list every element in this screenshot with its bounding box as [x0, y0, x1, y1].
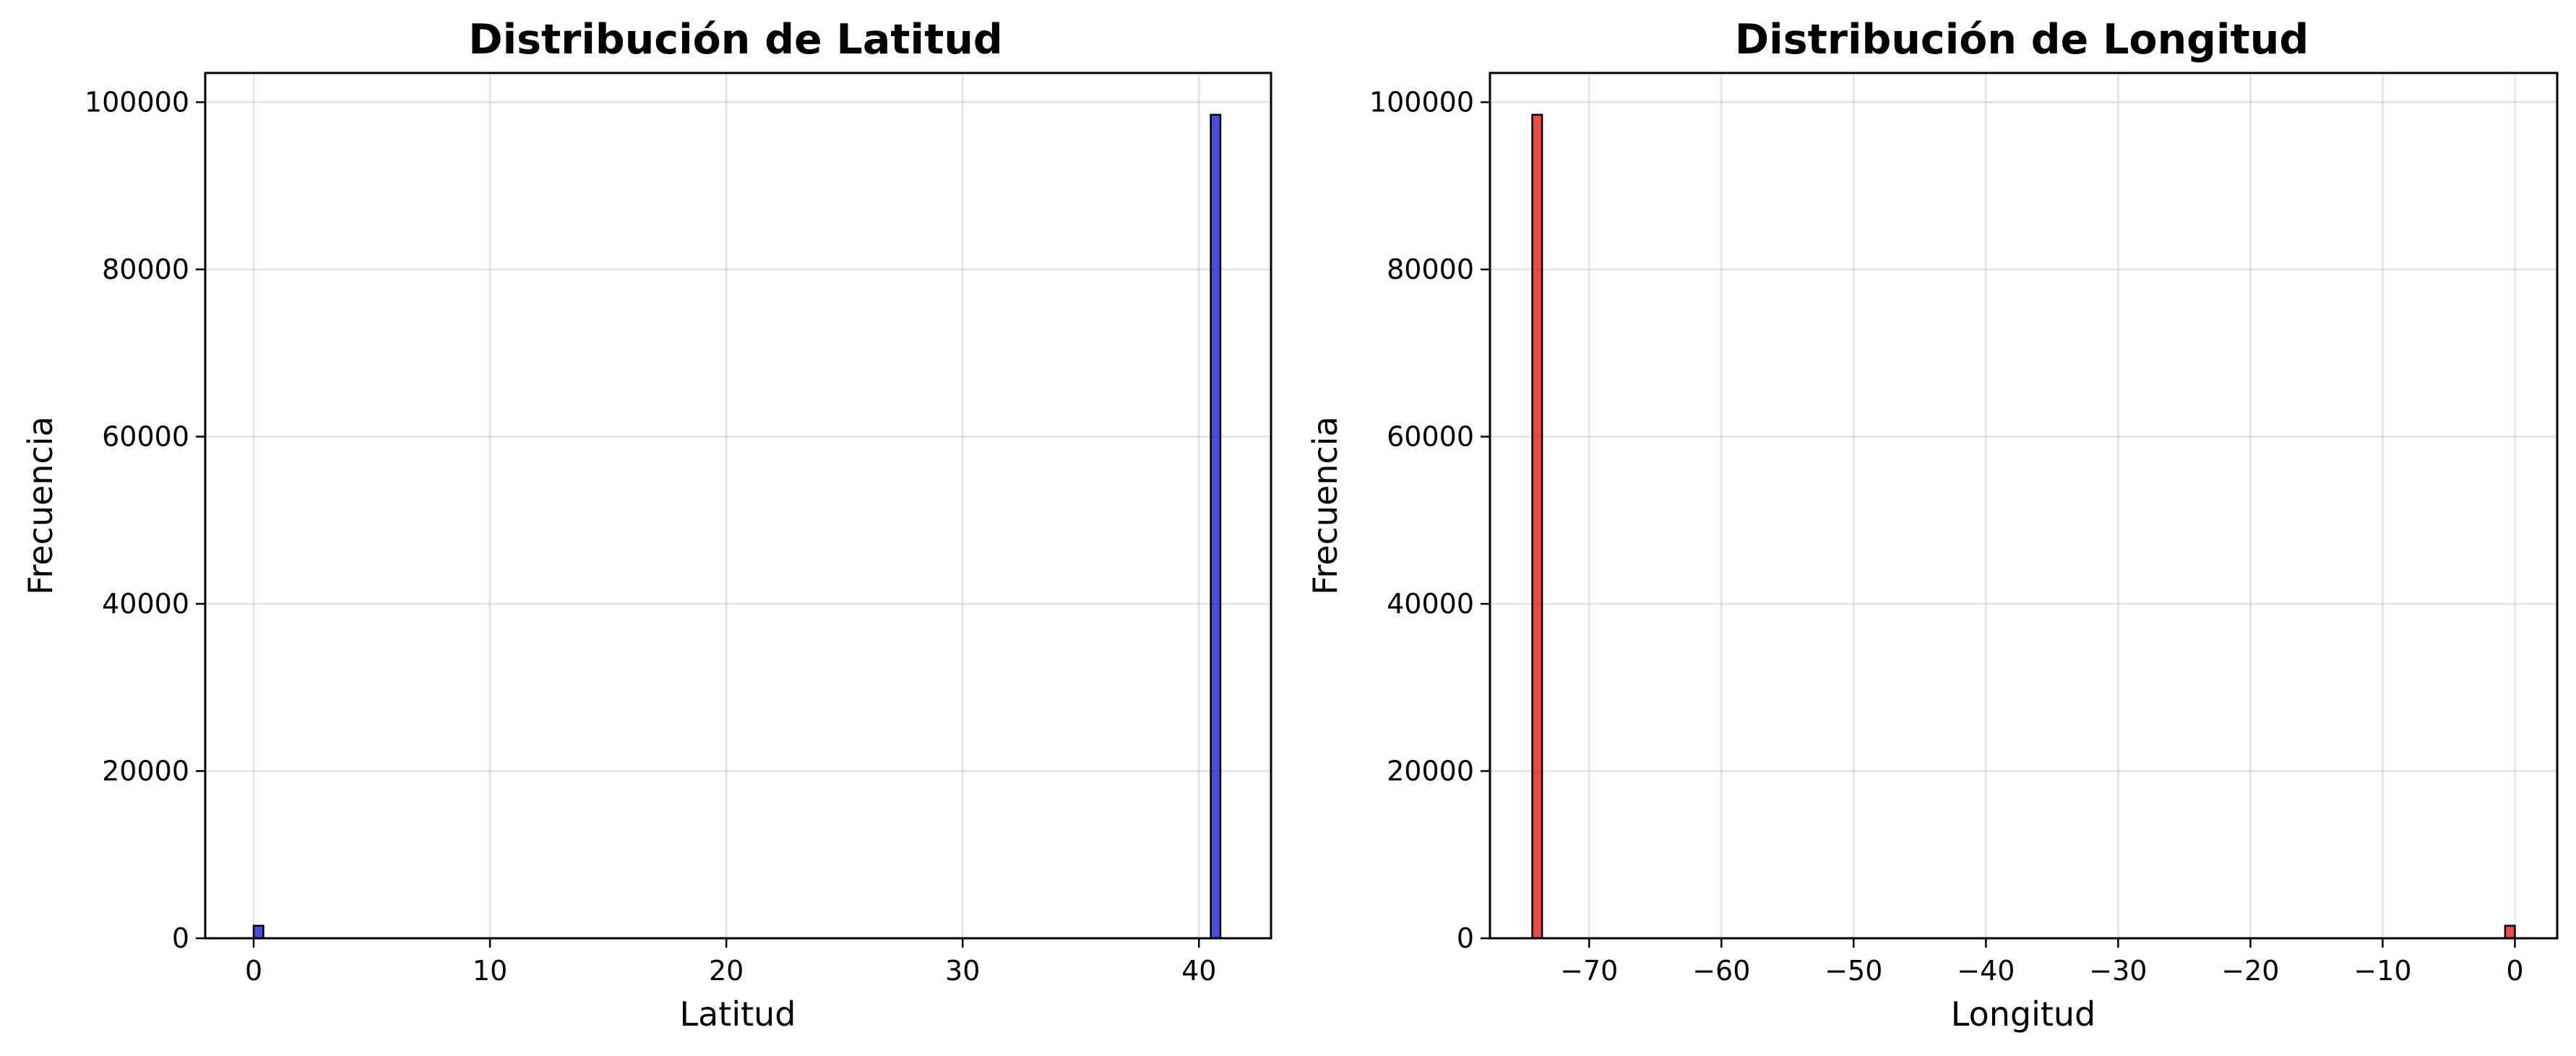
x-tick-label: −70 — [1560, 955, 1618, 987]
chart-longitud: Distribución de Longitud −70 −60 −50 −40 −30… — [1306, 16, 2559, 1034]
y-tick-label: 20000 — [1387, 756, 1474, 787]
x-tick-label: −20 — [2221, 955, 2279, 987]
x-axis-label: Longitud — [1951, 995, 2096, 1034]
chart-latitud: Distribución de Latitud 0 10 20 30 40 0 20000… — [21, 16, 1272, 1034]
y-tick-label: 20000 — [102, 756, 189, 787]
y-tick-label: 0 — [1457, 922, 1474, 954]
y-tick-label: 100000 — [1369, 87, 1474, 118]
x-tick-label: 30 — [945, 955, 980, 987]
y-axis-label: Frecuencia — [1306, 416, 1345, 594]
y-tick-label: 80000 — [102, 254, 189, 285]
x-tick-label: 0 — [245, 955, 262, 987]
y-tick-label: 80000 — [1387, 254, 1474, 285]
histogram-bar — [2504, 925, 2516, 940]
x-tick-label: −40 — [1957, 955, 2015, 987]
x-tick-label: −10 — [2353, 955, 2411, 987]
y-tick-label: 60000 — [102, 421, 189, 453]
x-tick-label: 0 — [2506, 955, 2523, 987]
chart-title: Distribución de Latitud — [468, 16, 1002, 64]
histogram-bar — [252, 925, 264, 940]
y-tick-label: 40000 — [102, 588, 189, 620]
histogram-bar — [1210, 113, 1222, 940]
x-tick-label: −50 — [1825, 955, 1882, 987]
y-tick-label: 0 — [172, 922, 189, 954]
x-tick-label: 10 — [473, 955, 507, 987]
y-tick-label: 100000 — [85, 87, 189, 118]
histogram-bar — [1531, 113, 1543, 940]
x-axis-label: Latitud — [679, 995, 796, 1034]
axes-frame — [204, 72, 1272, 940]
y-axis-label: Frecuencia — [21, 416, 60, 594]
axes-frame — [1489, 72, 2559, 940]
x-tick-label: −60 — [1692, 955, 1750, 987]
x-tick-label: 40 — [1181, 955, 1216, 987]
x-tick-label: −30 — [2089, 955, 2147, 987]
x-tick-label: 20 — [709, 955, 744, 987]
y-tick-label: 40000 — [1387, 588, 1474, 620]
y-tick-label: 60000 — [1387, 421, 1474, 453]
chart-title: Distribución de Longitud — [1735, 16, 2309, 64]
